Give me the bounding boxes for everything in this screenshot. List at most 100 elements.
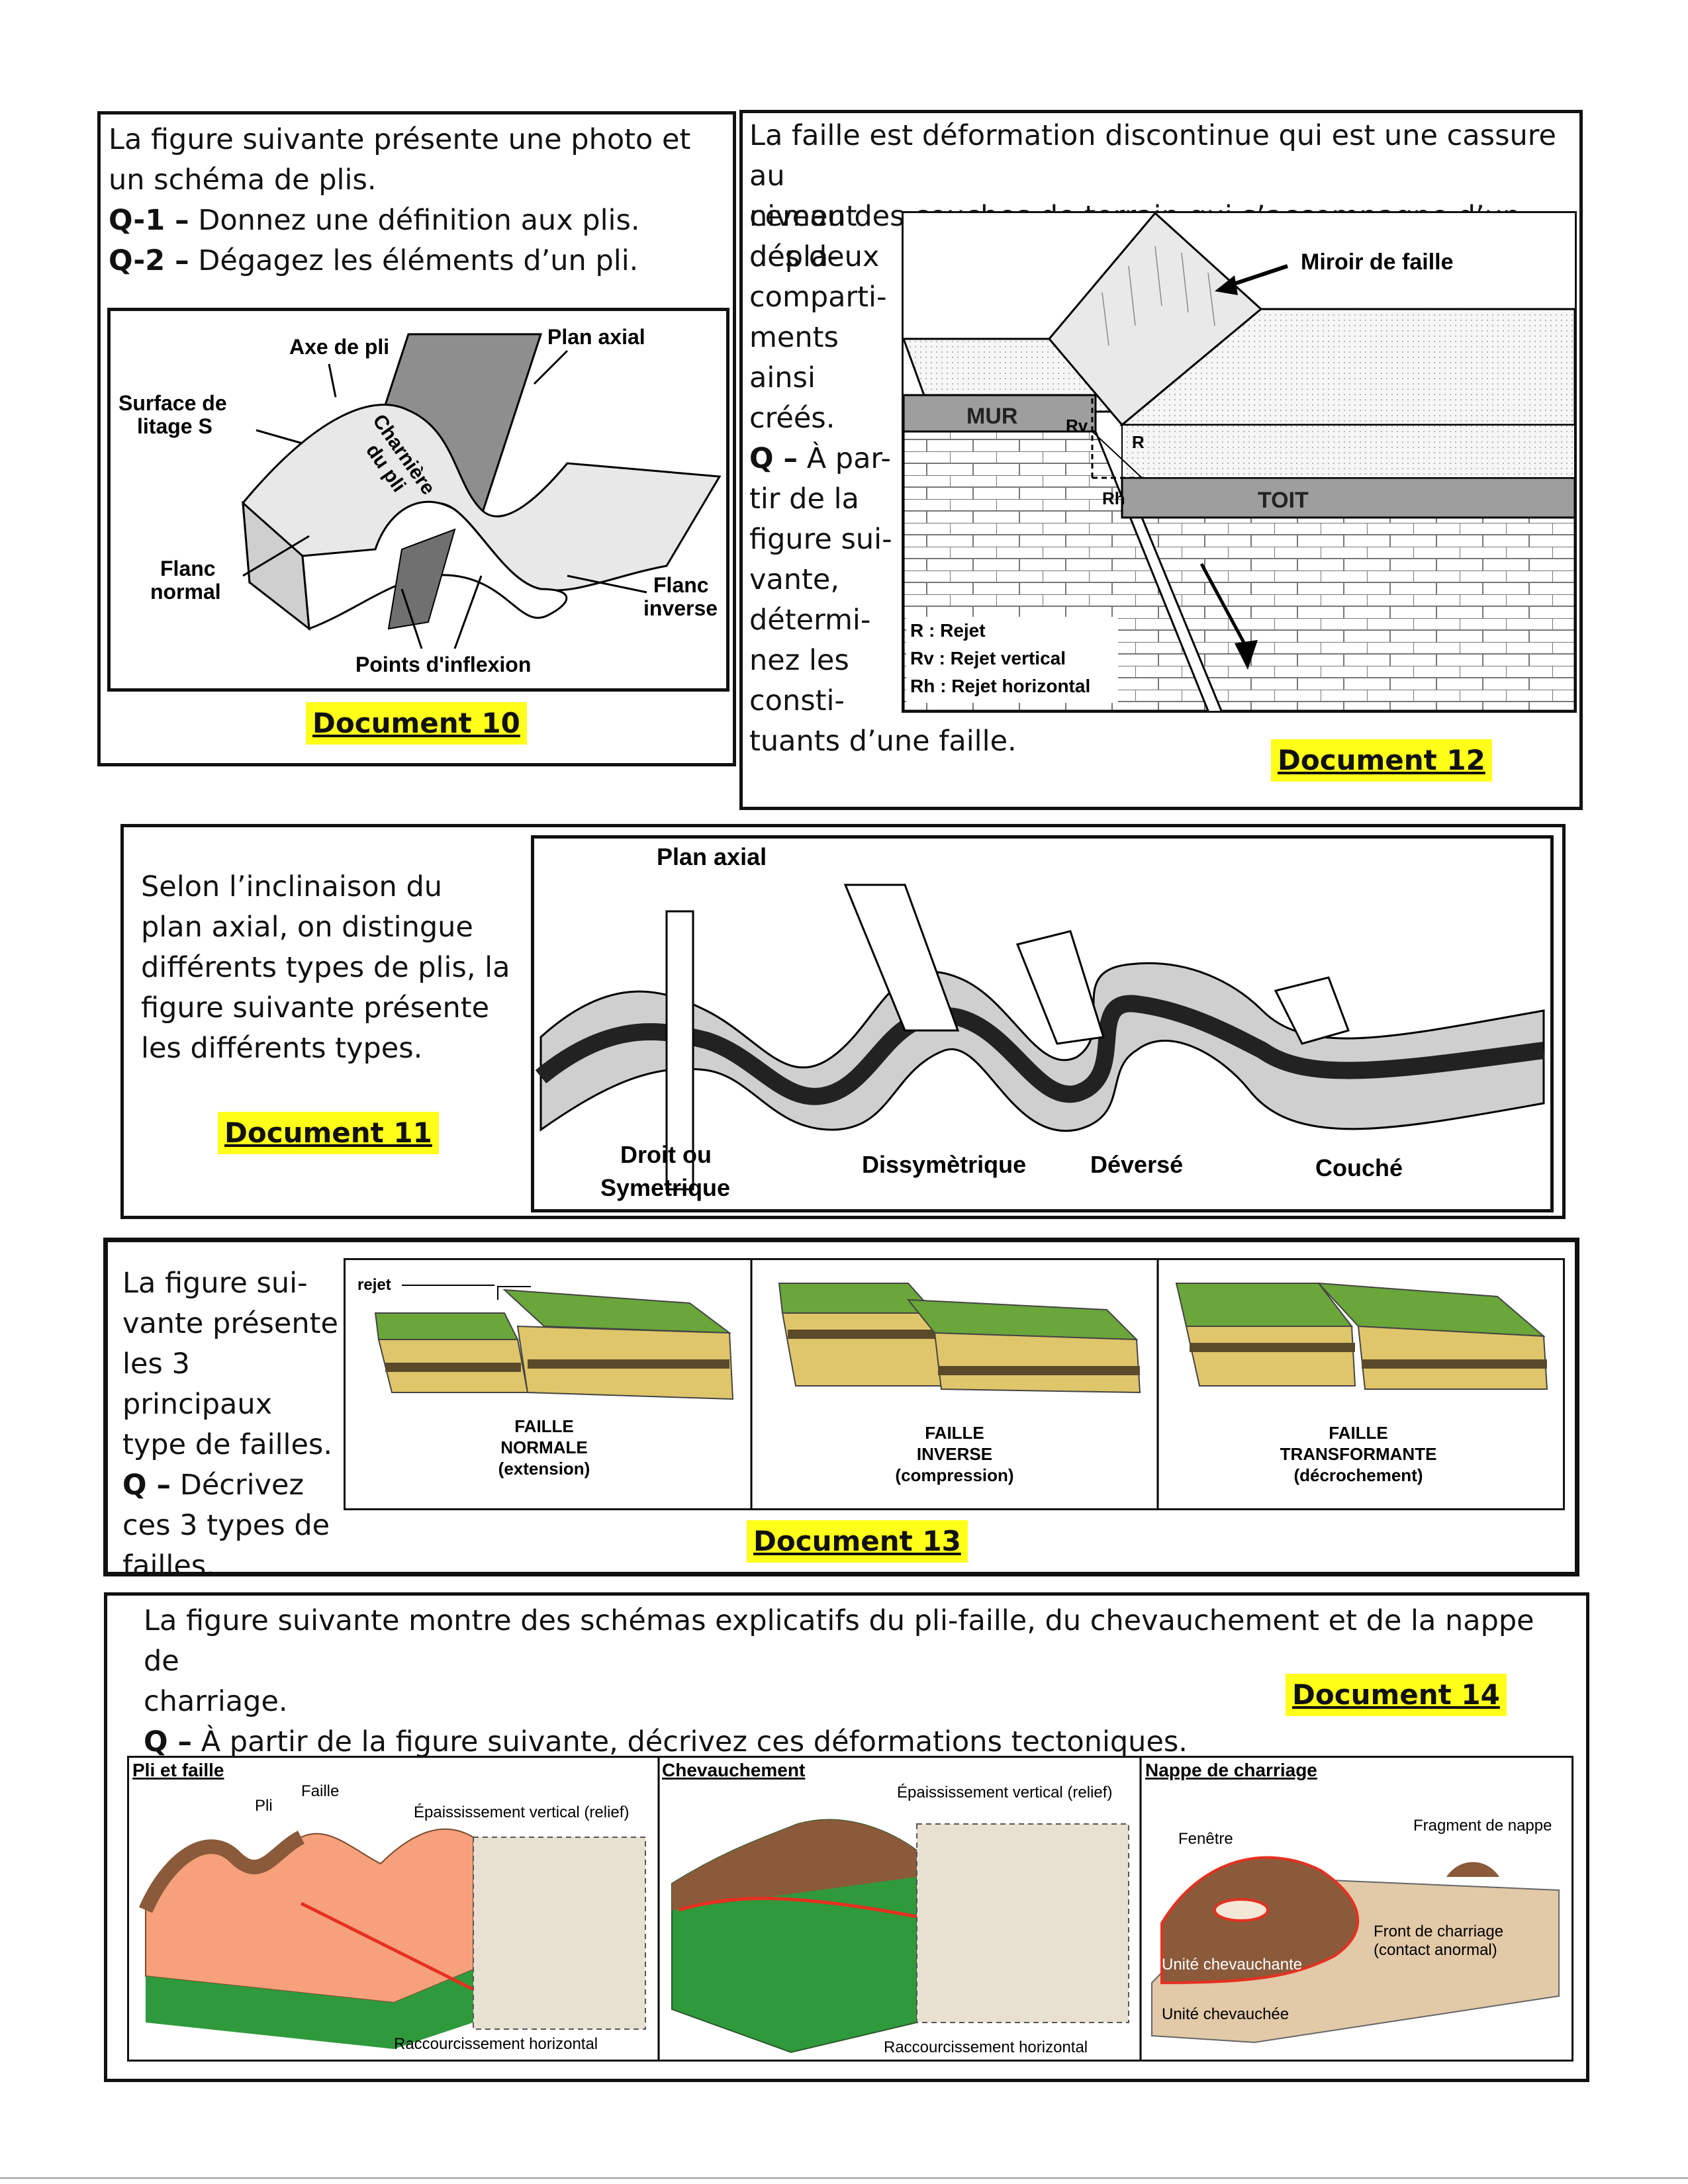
fold-diagram: Axe de pli Plan axial Surface de litage … [107,308,729,692]
page-bottom-rule [0,2177,1688,2179]
doc12-side-1: des deux [749,240,880,273]
doc12-side-4: ainsi [749,361,816,394]
p2-racc: Raccourcissement horizontal [884,2038,1088,2056]
doc12-q-5: nez les [749,644,849,677]
fault-motion-head [1235,640,1258,670]
label-dissym: Dissymètrique [862,1151,1026,1178]
p3-front2: (contact anormal) [1374,1941,1497,1959]
toit-bricks [1140,516,1575,711]
doc13-line-0: La figure sui- [122,1267,308,1300]
label-inflexion: Points d'inflexion [355,653,531,676]
fault-diagram: Miroir de faille MUR TOIT Rv R Rh R : Re… [902,211,1577,713]
label-rv: Rv [1066,416,1088,435]
label-miroir: Miroir de faille [1301,250,1454,275]
doc13-line-1: vante présente [122,1307,338,1340]
transform-sub: (décrochement) [1293,1465,1423,1485]
plan-droit [665,910,694,1191]
transform-fault-block [1175,1282,1548,1390]
fold-types-svg: Plan axial Droit ou Symetrique Dissymètr… [535,843,1545,1201]
p3-title: Nappe de charriage [1145,1760,1317,1780]
label-axe: Axe de pli [289,335,389,359]
label-rejet: rejet [357,1276,391,1294]
label-r: R [1132,432,1145,452]
doc13-text: La figure sui- vante présente les 3 prin… [122,1263,341,1586]
doc14-label: Document 14 [1286,1674,1507,1716]
label-flanc-normal: Flanc [160,557,216,580]
doc12-q-1: tir de la [749,482,859,516]
toit-upper [1121,424,1575,478]
p1-pli: Pli [255,1797,273,1815]
label-droit: Droit ou [620,1141,712,1168]
r-line [1092,431,1143,478]
legend-bg [906,617,1118,703]
inverse-title2: INVERSE [917,1444,992,1464]
p3-unite2: Unité chevauchée [1162,2005,1289,2023]
doc14-line2: charriage. [144,1685,288,1718]
normal-sub: (extension) [498,1459,590,1479]
doc11-box: Selon l’inclinaison du plan axial, on di… [120,824,1566,1219]
doc10-intro: La figure suivante présente une photo et… [109,123,691,197]
label-surface: Surface de [118,391,227,415]
normal-fault-block [374,1286,734,1400]
label-droit2: Symetrique [600,1174,730,1201]
label-deverse: Déversé [1090,1151,1183,1178]
doc12-side-5: créés. [749,402,835,435]
p1-title: Pli et faille [132,1760,224,1780]
doc12-side-0: cement [749,200,857,233]
label-flanc-inverse: Flanc [653,573,709,597]
label-rh: Rh [1102,488,1125,508]
fault-diagram-svg: Miroir de faille MUR TOIT Rv R Rh R : Re… [904,213,1575,711]
doc12-side-3: ments [749,321,839,354]
p1-racc: Raccourcissement horizontal [394,2035,598,2053]
toit-layer [1121,477,1575,519]
doc13-q-0: Décrivez [179,1469,305,1502]
tectonics-svg: Pli et faille Pli Faille Épaississement … [132,1758,1560,2060]
doc11-line-0: Selon l’inclinaison du [141,870,443,903]
fault-motion-arrow [1199,563,1250,651]
doc12-label: Document 12 [1271,739,1492,782]
p1-epais: Épaississement vertical (relief) [414,1803,629,1821]
doc13-box: La figure sui- vante présente les 3 prin… [103,1238,1579,1582]
doc10-text: La figure suivante présente une photo et… [109,120,724,281]
doc13-q-1: ces 3 types de [122,1509,330,1542]
label-plan: Plan axial [547,325,645,349]
inverse-title1: FAILLE [925,1423,984,1443]
doc11-line-4: les différents types. [141,1032,423,1065]
plan-dissym [843,884,960,1032]
reverse-fault-block [778,1283,1141,1394]
fault-types-diagram: rejet FAILLE NORMALE [344,1258,1565,1510]
p1-faille: Faille [301,1782,339,1800]
fold-types-diagram: Plan axial Droit ou Symetrique Dissymètr… [531,835,1554,1212]
label-surface2: litage S [137,414,212,438]
label-flanc-inverse2: inverse [643,596,718,620]
doc10-q2-label: Q-2 – [109,244,189,277]
doc10-q2-text: Dégagez les éléments d’un pli. [198,244,639,277]
p2-epais: Épaississement vertical (relief) [897,1784,1112,1801]
p2-title: Chevauchement [662,1760,805,1780]
doc11-line-3: figure suivante présente [141,991,490,1024]
nappe-block [1151,1856,1560,2044]
dark-layer [535,995,1545,1105]
legend-r: R : Rejet [910,620,986,641]
doc13-line-3: type de failles. [122,1428,332,1461]
normal-title2: NORMALE [500,1437,587,1457]
mirror-striations [1102,246,1215,346]
p3-fragment: Fragment de nappe [1413,1817,1552,1835]
plan-deverse [1015,930,1105,1045]
label-plan-axial: Plan axial [657,843,767,870]
transform-title1: FAILLE [1329,1423,1388,1443]
inverse-sub: (compression) [895,1465,1013,1485]
fold-diagram-svg: Axe de pli Plan axial Surface de litage … [118,325,722,676]
doc10-box: La figure suivante présente une photo et… [97,111,736,766]
miroir-arrow [1227,264,1288,288]
doc10-label: Document 10 [306,702,527,745]
doc12-q-4: détermi- [749,604,871,637]
doc11-label: Document 11 [218,1112,439,1154]
doc12-side-2: comparti- [749,281,887,314]
chevauchement-block [671,1819,1129,2054]
p3-unite1: Unité chevauchante [1162,1956,1302,1974]
doc12-q-6: consti- [749,684,845,717]
fault-types-svg: rejet FAILLE NORMALE [357,1260,1548,1508]
doc12-side-text: cement des deux comparti- ments ainsi cr… [749,197,1017,762]
doc14-text: La figure suivante montre des schémas ex… [144,1601,1567,1762]
